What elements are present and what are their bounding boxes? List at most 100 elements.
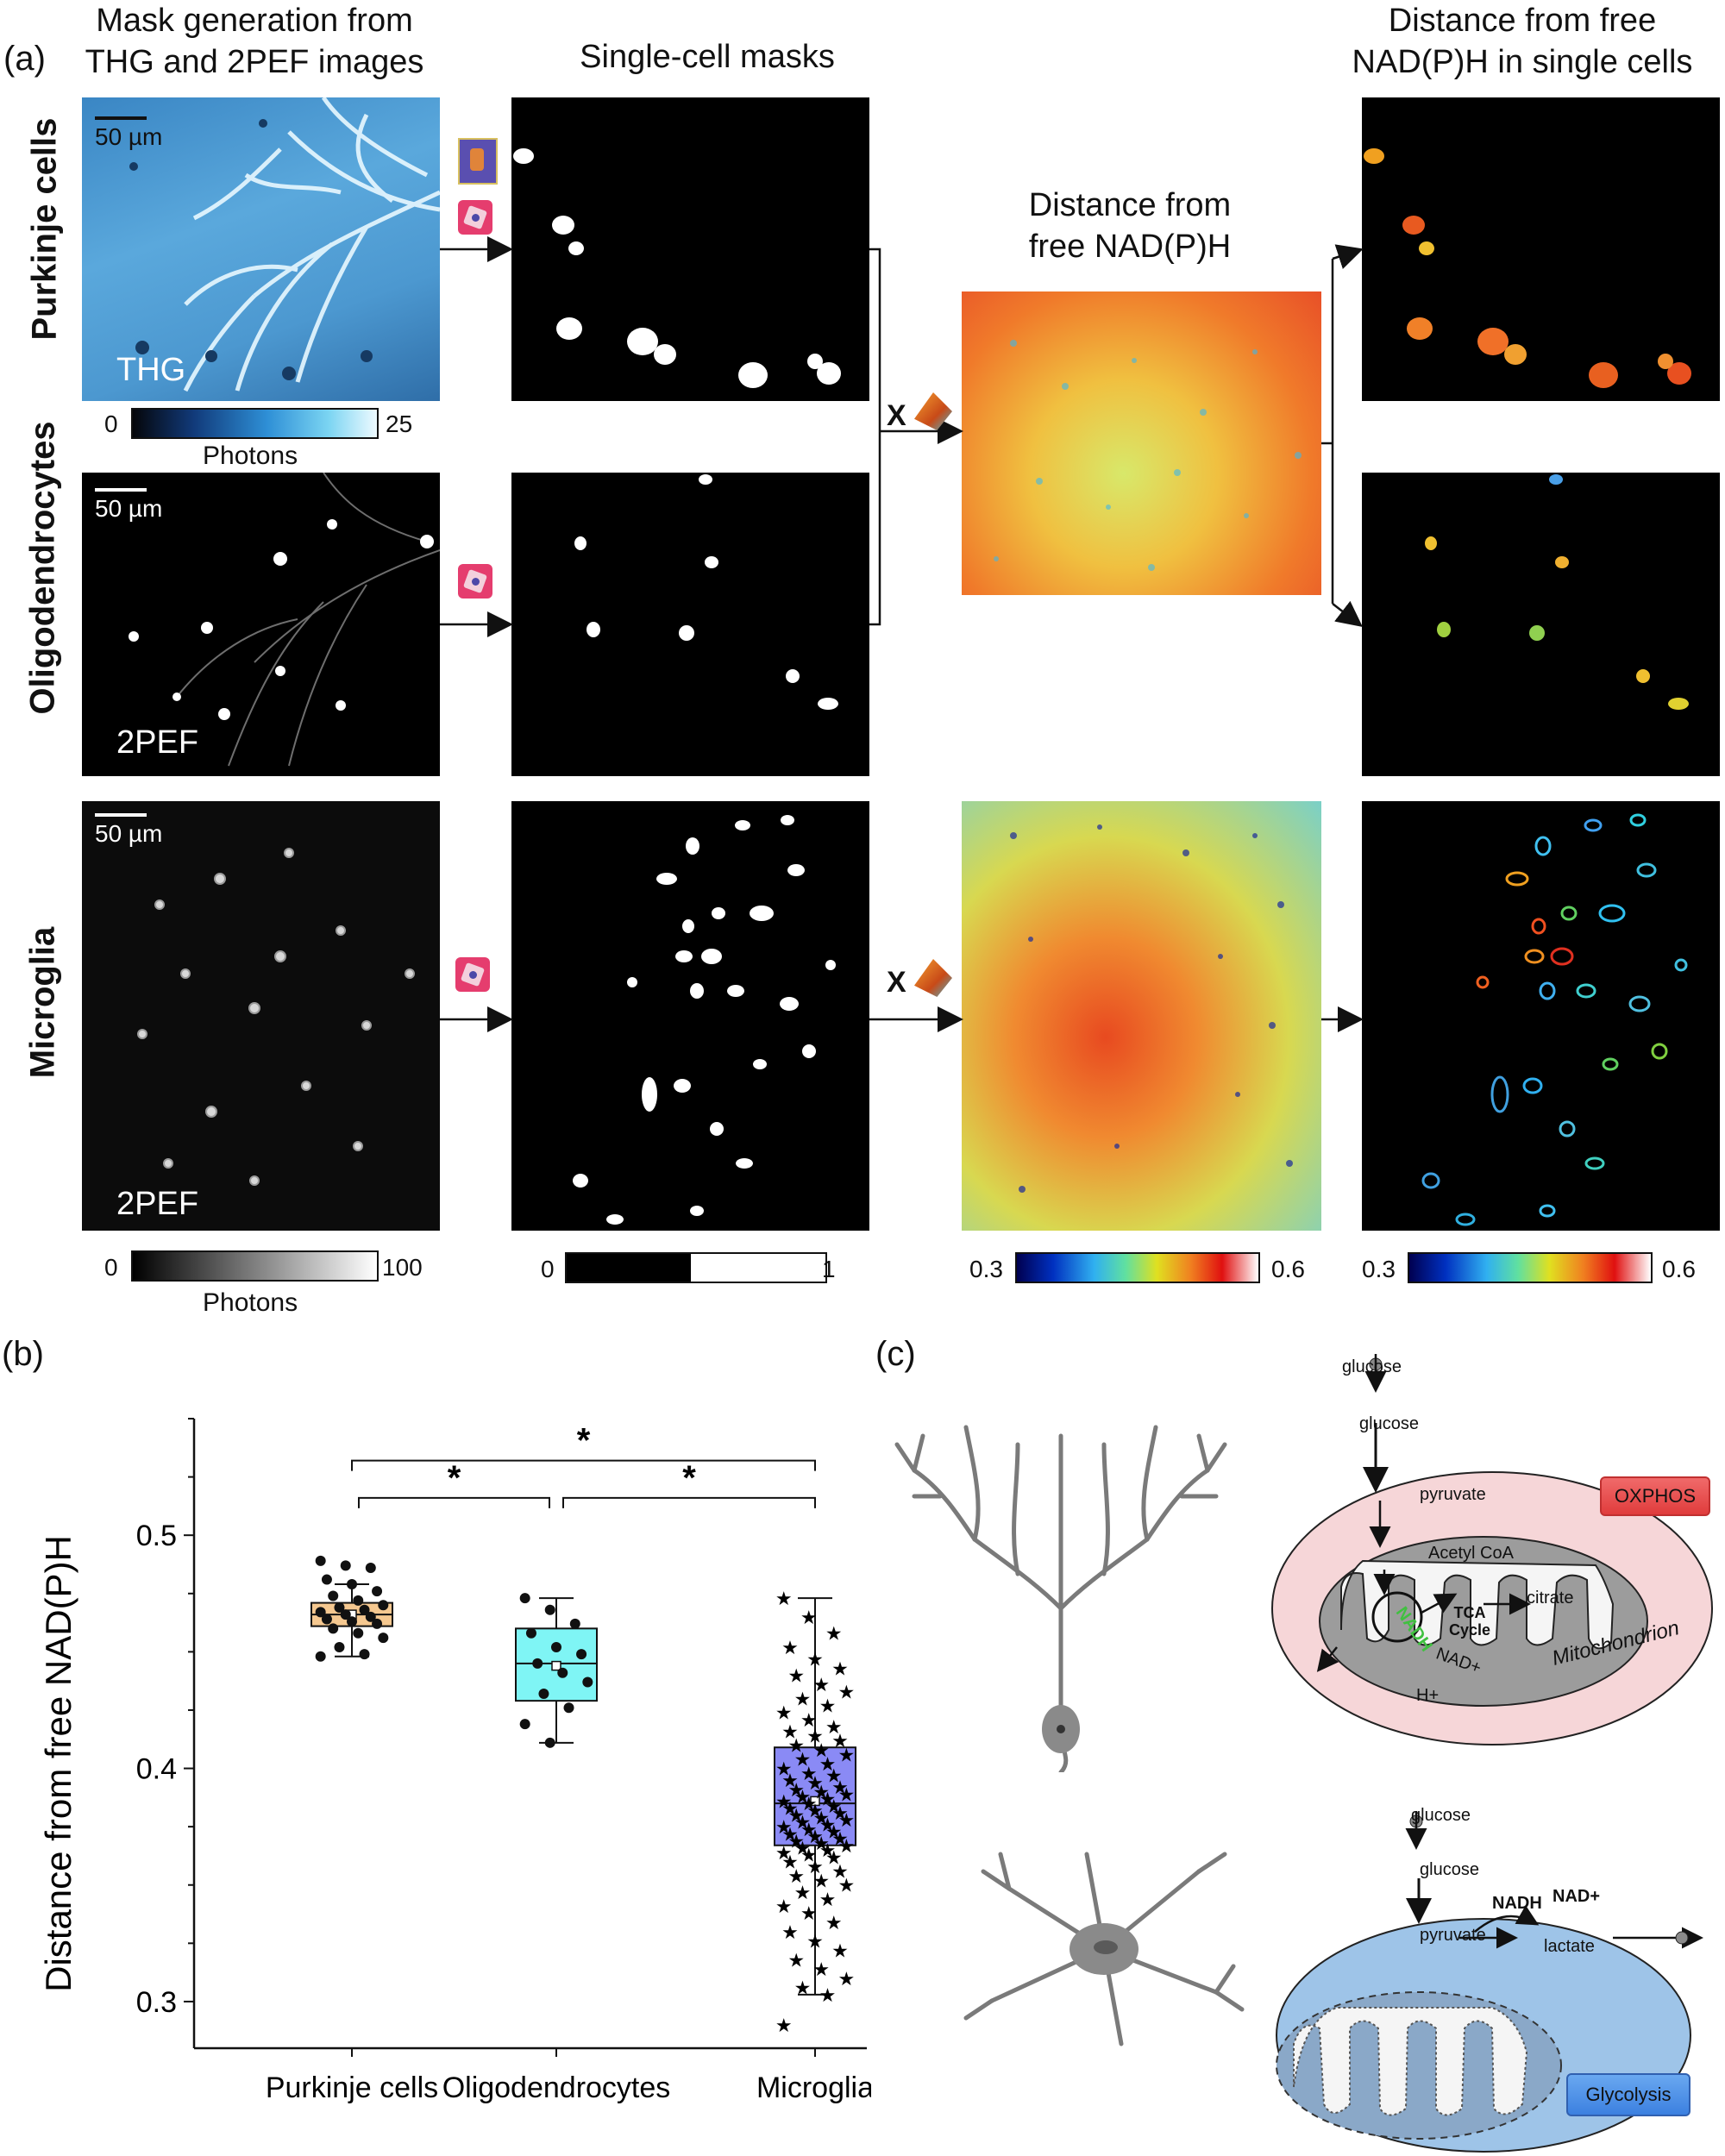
data-point: ★	[806, 1856, 824, 1877]
single-colorbar-max: 0.6	[1662, 1256, 1696, 1282]
distance-map-2-texture	[1010, 824, 1293, 1193]
data-point	[334, 1641, 345, 1652]
data-point	[365, 1611, 376, 1622]
significance-bracket-2: *	[358, 1459, 550, 1508]
data-point: ★	[800, 1793, 818, 1814]
data-point: ★	[812, 1833, 830, 1854]
data-point	[576, 1649, 587, 1660]
oxphos-diagram	[1271, 1354, 1713, 1745]
data-point	[315, 1607, 326, 1618]
y-tick-label: 0.4	[136, 1753, 177, 1786]
data-point: ★	[837, 1744, 855, 1765]
data-point: ★	[781, 1798, 799, 1820]
data-point	[519, 1719, 530, 1730]
data-point: ★	[819, 1753, 837, 1775]
glyco-pyruvate: pyruvate	[1420, 1926, 1486, 1945]
data-point	[372, 1618, 383, 1629]
data-point	[563, 1702, 574, 1714]
data-point: ★	[781, 1823, 799, 1845]
data-point: ★	[800, 1709, 818, 1731]
data-point: ★	[825, 1912, 843, 1934]
data-point: ★	[800, 1607, 818, 1628]
data-point	[372, 1586, 383, 1597]
single-cell-distance-purkinje-blobs	[1364, 148, 1691, 388]
single-colorbar-min: 0.3	[1362, 1256, 1396, 1282]
scalebar-label: 50 µm	[95, 123, 163, 150]
data-point: ★	[775, 1842, 793, 1864]
single-colorbar	[1408, 1252, 1653, 1283]
data-point: ★	[831, 1777, 849, 1798]
data-point: ★	[831, 1658, 849, 1679]
data-point	[353, 1595, 364, 1606]
data-point: ★	[806, 1648, 824, 1670]
significance-bracket-1: *	[351, 1422, 816, 1471]
data-point	[557, 1667, 568, 1678]
y-tick-label: 0.3	[136, 1986, 177, 2019]
map-colorbar	[1015, 1252, 1260, 1283]
data-point: ★	[806, 1931, 824, 1952]
data-point: ★	[831, 1861, 849, 1883]
data-point: ★	[819, 1814, 837, 1835]
data-point	[347, 1578, 357, 1589]
data-point	[378, 1600, 389, 1611]
distance-map-2	[962, 801, 1321, 1231]
data-point: ★	[837, 1809, 855, 1831]
data-point: ★	[781, 1770, 799, 1791]
glyco-glucose-outside: glucose	[1411, 1806, 1471, 1825]
box-3: ★★★★★ ★★ ★ ★★ ★★ ★ ★★ ★ ★★ ★ ★★ ★★ ★ ★★ ★ ★★ ★ ★★ ★★ ★ ★★ ★ ★★…	[774, 1588, 856, 2036]
scalebar-label-2: 50 µm	[95, 495, 163, 522]
data-point: ★	[812, 1674, 830, 1695]
bracket-line	[358, 1496, 550, 1508]
data-point: ★	[837, 1783, 855, 1805]
data-point: ★	[787, 1805, 805, 1827]
oxphos-glucose-outside: glucose	[1342, 1357, 1402, 1376]
data-point	[519, 1593, 530, 1604]
cellpose-tool-icon-1	[458, 200, 492, 235]
header-mask-generation-line1: Mask generation from	[96, 3, 413, 39]
data-point: ★	[825, 1623, 843, 1645]
microglia-2pef-image: 50 µm 2PEF	[82, 801, 440, 1231]
oligo-mask-image	[511, 473, 869, 776]
data-point	[378, 1633, 389, 1644]
data-point	[582, 1677, 593, 1688]
thg-dendrites	[129, 97, 440, 392]
scalebar-line-2	[95, 488, 147, 492]
glyco-nad-plus: NAD+	[1552, 1887, 1601, 1906]
oligo-mask-blobs	[574, 474, 838, 710]
data-point	[321, 1574, 332, 1585]
data-point	[544, 1604, 555, 1615]
data-point: ★	[837, 1968, 855, 1990]
oxphos-glucose-inside: glucose	[1359, 1414, 1419, 1433]
data-point: ★	[812, 1870, 830, 1891]
oxphos-tca-line2: Cycle	[1449, 1621, 1491, 1639]
data-point: ★	[775, 1588, 793, 1609]
gray-colorbar-label: Photons	[203, 1288, 298, 1317]
data-point: ★	[837, 1835, 855, 1857]
data-point: ★	[806, 1772, 824, 1794]
data-point: ★	[787, 1949, 805, 1971]
thg-image: 50 µm THG	[82, 97, 440, 401]
data-point	[340, 1609, 351, 1620]
glycolysis-badge: Glycolysis	[1566, 2073, 1690, 2116]
data-point: ★	[781, 1637, 799, 1658]
data-point: ★	[812, 1959, 830, 1980]
header-distance-map-line1: Distance from	[1028, 187, 1232, 223]
distance-map-1-texture	[994, 340, 1302, 571]
box-1	[310, 1555, 393, 1662]
data-point: ★	[794, 1882, 812, 1903]
multiply-sign-2: X	[887, 966, 906, 999]
single-cell-distance-oligo-blobs	[1425, 474, 1689, 710]
panel-c-label: (c)	[875, 1335, 916, 1373]
data-point	[532, 1658, 543, 1669]
data-point: ★	[794, 1688, 812, 1709]
data-point: ★	[800, 1819, 818, 1840]
significance-mark: *	[682, 1459, 696, 1497]
oxphos-acetyl-coa: Acetyl CoA	[1428, 1544, 1514, 1563]
thg-tag: THG	[116, 352, 186, 388]
data-point: ★	[831, 1802, 849, 1824]
data-point: ★	[794, 1837, 812, 1858]
data-point: ★	[812, 1807, 830, 1828]
data-point: ★	[794, 1977, 812, 1999]
data-point	[334, 1602, 345, 1613]
header-distance-single-line2: NAD(P)H in single cells	[1352, 44, 1693, 80]
